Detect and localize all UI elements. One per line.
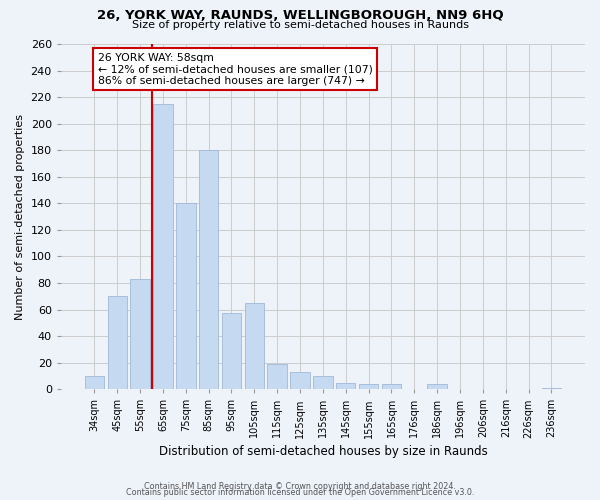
- Bar: [382, 384, 401, 389]
- Bar: [427, 384, 447, 389]
- X-axis label: Distribution of semi-detached houses by size in Raunds: Distribution of semi-detached houses by …: [158, 444, 487, 458]
- Text: 26 YORK WAY: 58sqm
← 12% of semi-detached houses are smaller (107)
86% of semi-d: 26 YORK WAY: 58sqm ← 12% of semi-detache…: [98, 52, 373, 86]
- Bar: [313, 376, 332, 389]
- Bar: [199, 150, 218, 389]
- Bar: [542, 388, 561, 389]
- Bar: [290, 372, 310, 389]
- Bar: [268, 364, 287, 389]
- Text: Contains HM Land Registry data © Crown copyright and database right 2024.: Contains HM Land Registry data © Crown c…: [144, 482, 456, 491]
- Bar: [359, 384, 379, 389]
- Text: Size of property relative to semi-detached houses in Raunds: Size of property relative to semi-detach…: [131, 20, 469, 30]
- Bar: [130, 279, 150, 389]
- Text: Contains public sector information licensed under the Open Government Licence v3: Contains public sector information licen…: [126, 488, 474, 497]
- Y-axis label: Number of semi-detached properties: Number of semi-detached properties: [15, 114, 25, 320]
- Text: 26, YORK WAY, RAUNDS, WELLINGBOROUGH, NN9 6HQ: 26, YORK WAY, RAUNDS, WELLINGBOROUGH, NN…: [97, 9, 503, 22]
- Bar: [222, 314, 241, 389]
- Bar: [176, 204, 196, 389]
- Bar: [153, 104, 173, 389]
- Bar: [245, 303, 264, 389]
- Bar: [107, 296, 127, 389]
- Bar: [85, 376, 104, 389]
- Bar: [336, 382, 355, 389]
